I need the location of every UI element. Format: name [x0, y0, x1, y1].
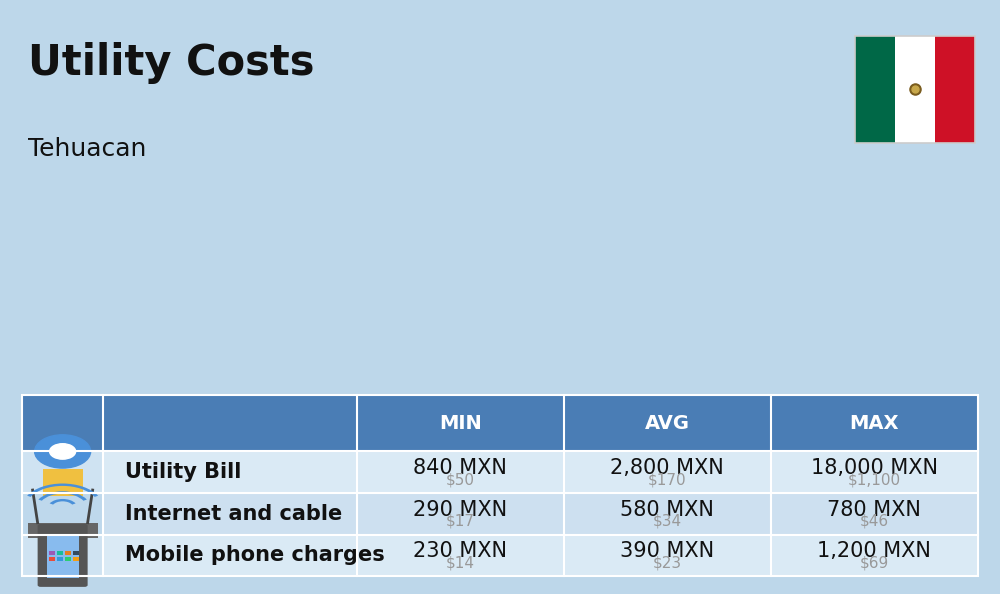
Circle shape	[35, 435, 91, 468]
Wedge shape	[27, 484, 98, 497]
Bar	[855, 36, 975, 143]
Text: 580 MXN: 580 MXN	[620, 500, 714, 520]
Bar	[855, 36, 895, 143]
Text: $17: $17	[446, 514, 475, 529]
Text: AVG: AVG	[645, 414, 690, 432]
FancyBboxPatch shape	[38, 524, 88, 587]
Text: 780 MXN: 780 MXN	[827, 500, 921, 520]
Bar	[22, 451, 103, 493]
Bar	[49, 557, 55, 561]
Bar	[22, 395, 978, 451]
Text: MIN: MIN	[439, 414, 482, 432]
Bar	[22, 535, 103, 576]
Bar	[49, 551, 55, 555]
Text: Mobile phone charges: Mobile phone charges	[125, 545, 385, 565]
Text: 230 MXN: 230 MXN	[413, 541, 507, 561]
Text: $34: $34	[653, 514, 682, 529]
Text: Tehuacan: Tehuacan	[28, 137, 146, 160]
Text: Utility Costs: Utility Costs	[28, 42, 314, 84]
Text: 1,200 MXN: 1,200 MXN	[817, 541, 931, 561]
Circle shape	[50, 444, 76, 459]
Bar	[22, 395, 978, 576]
Text: 2,800 MXN: 2,800 MXN	[610, 458, 724, 478]
Bar	[43, 469, 83, 496]
Bar	[57, 551, 63, 555]
Bar	[65, 551, 71, 555]
Text: $170: $170	[648, 472, 687, 487]
Text: $1,100: $1,100	[848, 472, 901, 487]
Text: $14: $14	[446, 555, 475, 570]
Bar	[65, 557, 71, 561]
Text: 18,000 MXN: 18,000 MXN	[811, 458, 938, 478]
Text: $46: $46	[860, 514, 889, 529]
Text: MAX: MAX	[850, 414, 899, 432]
Text: $23: $23	[653, 555, 682, 570]
Bar	[28, 523, 98, 538]
Text: $50: $50	[446, 472, 475, 487]
Bar	[73, 551, 79, 555]
Text: Internet and cable: Internet and cable	[125, 504, 342, 524]
Wedge shape	[50, 499, 76, 505]
Bar	[22, 451, 978, 493]
Bar	[895, 36, 935, 143]
Text: $69: $69	[860, 555, 889, 570]
Bar	[57, 557, 63, 561]
Bar	[22, 493, 103, 535]
Bar	[22, 493, 978, 535]
Text: Utility Bill: Utility Bill	[125, 462, 241, 482]
Bar	[73, 557, 79, 561]
Bar	[935, 36, 975, 143]
Bar	[22, 535, 978, 576]
Wedge shape	[38, 491, 87, 501]
Text: 390 MXN: 390 MXN	[620, 541, 714, 561]
Text: 290 MXN: 290 MXN	[413, 500, 507, 520]
Text: 840 MXN: 840 MXN	[413, 458, 507, 478]
Bar	[47, 536, 79, 578]
